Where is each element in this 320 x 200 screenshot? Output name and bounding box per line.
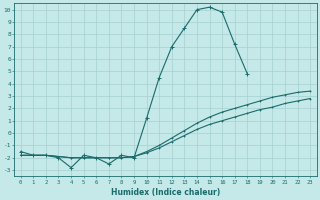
- X-axis label: Humidex (Indice chaleur): Humidex (Indice chaleur): [111, 188, 220, 197]
